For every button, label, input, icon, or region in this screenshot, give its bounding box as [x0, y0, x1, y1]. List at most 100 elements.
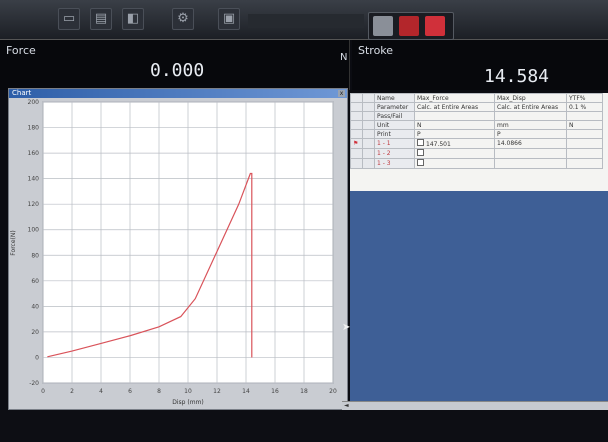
x-tick-label: 8 — [157, 388, 161, 395]
save-icon[interactable]: ◧ — [122, 8, 144, 30]
grid-cell-ytf[interactable]: YTF% — [566, 93, 603, 103]
grid-header-row: Print P P — [350, 129, 603, 139]
grid-header-row: Name Max_Force Max_Disp YTF% — [350, 93, 603, 103]
result-cell-max-disp[interactable] — [494, 158, 567, 169]
y-tick-label: -20 — [29, 380, 39, 387]
grid-header-label: Print — [374, 129, 415, 139]
mouse-pointer-icon: ➤ — [342, 322, 351, 333]
grid-cell-max-force[interactable]: Calc. at Entire Areas — [414, 102, 495, 112]
y-tick-label: 40 — [31, 303, 39, 310]
grid-cell-max-disp[interactable]: Calc. at Entire Areas — [494, 102, 567, 112]
force-value: 0.000 — [150, 60, 205, 81]
grid-cell-max-disp[interactable]: mm — [494, 120, 567, 130]
series-line — [47, 172, 253, 358]
y-tick-label: 120 — [28, 201, 40, 208]
row-label: 1 - 3 — [374, 158, 415, 169]
force-label: Force — [6, 44, 36, 57]
grid-cell-ytf[interactable] — [566, 111, 603, 121]
row-label: 1 - 2 — [374, 148, 415, 159]
result-cell-ytf[interactable] — [566, 138, 603, 149]
row-icon-cell — [362, 148, 375, 159]
y-tick-label: 140 — [28, 176, 40, 183]
results-empty-area — [350, 191, 608, 410]
x-tick-label: 14 — [242, 388, 250, 395]
grid-header-label: Pass/Fail — [374, 111, 415, 121]
y-tick-label: 200 — [28, 99, 40, 106]
x-tick-label: 16 — [271, 388, 279, 395]
row-marker-cell — [350, 93, 363, 103]
grid-cell-ytf[interactable]: N — [566, 120, 603, 130]
y-tick-label: 20 — [31, 329, 39, 336]
row-checkbox[interactable] — [417, 149, 424, 156]
grid-cell-max-force[interactable] — [414, 111, 495, 121]
row-checkbox[interactable] — [417, 139, 424, 146]
toolbar: ▭ ▤ ◧ ⚙ ▣ — [0, 0, 608, 40]
y-tick-label: 180 — [28, 125, 40, 132]
y-tick-labels: -20 0 20 40 60 80 100 120 140 160 180 200 — [28, 99, 40, 387]
open-icon[interactable]: ▤ — [90, 8, 112, 30]
grid-cell-max-force[interactable]: P — [414, 129, 495, 139]
row-marker-cell — [350, 102, 363, 112]
results-table: Name Max_Force Max_Disp YTF% Parameter Calc. … — [350, 93, 603, 169]
stop-icon[interactable] — [399, 16, 419, 36]
row-marker-cell — [350, 158, 363, 169]
table-row[interactable]: 1 - 2 — [350, 148, 603, 159]
row-marker-cell — [350, 120, 363, 130]
row-label: 1 - 1 — [374, 138, 415, 149]
result-cell-max-disp[interactable]: 14.0866 — [494, 138, 567, 149]
result-cell-max-force[interactable] — [414, 148, 495, 159]
settings-icon[interactable]: ⚙ — [172, 8, 194, 30]
start-icon[interactable] — [373, 16, 393, 36]
row-marker-cell — [350, 129, 363, 139]
row-icon-cell — [362, 93, 375, 103]
bottom-bar — [0, 410, 608, 442]
result-cell-ytf[interactable] — [566, 148, 603, 159]
grid-cell-max-disp[interactable] — [494, 111, 567, 121]
close-icon[interactable]: x — [338, 90, 345, 97]
y-tick-label: 0 — [35, 354, 39, 361]
grid-cell-max-force[interactable]: N — [414, 120, 495, 130]
row-icon-cell — [362, 158, 375, 169]
result-cell-max-force[interactable]: 147.501 — [414, 138, 495, 149]
grid-cell-ytf[interactable] — [566, 129, 603, 139]
force-disp-chart: 0 2 4 6 8 10 12 14 16 18 20 -200204060801001201401… — [10, 99, 337, 406]
print-icon[interactable]: ▣ — [218, 8, 240, 30]
row-icon-cell — [362, 111, 375, 121]
grid-header-label: Name — [374, 93, 415, 103]
grid-cell-max-disp[interactable]: P — [494, 129, 567, 139]
x-axis-label: Disp (mm) — [172, 399, 204, 406]
x-tick-labels: 0 2 4 6 8 10 12 14 16 18 20 — [41, 388, 337, 395]
result-cell-max-force[interactable] — [414, 158, 495, 169]
x-tick-label: 12 — [213, 388, 221, 395]
result-cell-max-disp[interactable] — [494, 148, 567, 159]
horizontal-scrollbar[interactable]: ◄ — [342, 401, 608, 410]
x-tick-label: 10 — [184, 388, 192, 395]
table-row[interactable]: ⚑ 1 - 1 147.501 14.0866 — [350, 138, 603, 149]
grid-cell-max-force[interactable]: Max_Force — [414, 93, 495, 103]
row-checkbox[interactable] — [417, 159, 424, 166]
row-marker-cell: ⚑ — [350, 138, 363, 149]
series-group — [47, 172, 253, 358]
stroke-value: 14.584 — [484, 66, 550, 87]
results-grid: Name Max_Force Max_Disp YTF% Parameter Calc. … — [350, 93, 608, 191]
table-row[interactable]: 1 - 3 — [350, 158, 603, 169]
grid-cell-max-disp[interactable]: Max_Disp — [494, 93, 567, 103]
force-readout: Force N 0.000 — [0, 40, 350, 90]
return-icon[interactable] — [425, 16, 445, 36]
control-button-group — [368, 12, 454, 40]
chart-window-title-text: Chart — [12, 89, 32, 97]
row-icon-cell — [362, 129, 375, 139]
scroll-left-icon[interactable]: ◄ — [344, 402, 349, 409]
grid-cell-ytf[interactable]: 0.1 % — [566, 102, 603, 112]
new-icon[interactable]: ▭ — [58, 8, 80, 30]
stroke-label: Stroke — [358, 44, 394, 57]
row-icon-cell — [362, 120, 375, 130]
grid-header-label: Parameter — [374, 102, 415, 112]
result-value-max-force: 147.501 — [426, 141, 451, 148]
y-tick-label: 160 — [28, 150, 40, 157]
x-tick-label: 2 — [70, 388, 74, 395]
y-tick-label: 80 — [31, 252, 39, 259]
grid-header-row: Pass/Fail — [350, 111, 603, 121]
result-cell-ytf[interactable] — [566, 158, 603, 169]
x-tick-label: 6 — [128, 388, 132, 395]
